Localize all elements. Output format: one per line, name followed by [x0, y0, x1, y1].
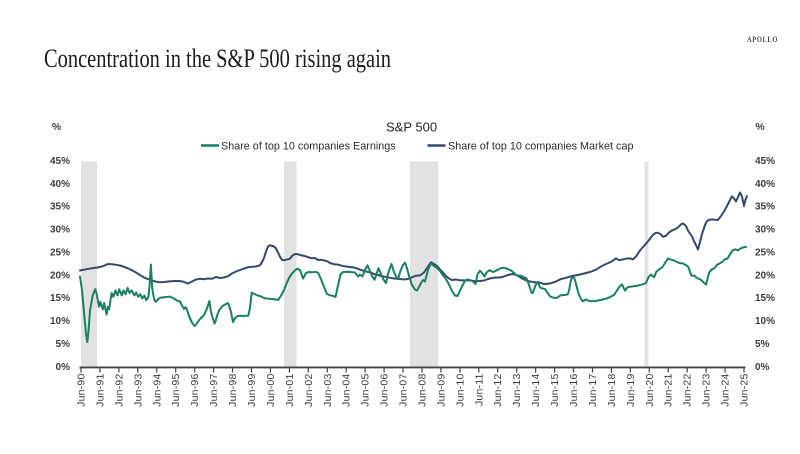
svg-text:Jun-95: Jun-95	[170, 374, 182, 407]
svg-text:Jun-90: Jun-90	[76, 374, 88, 407]
svg-text:Jun-01: Jun-01	[284, 374, 296, 407]
svg-text:Jun-18: Jun-18	[606, 374, 618, 407]
svg-text:Jun-96: Jun-96	[189, 374, 201, 407]
svg-text:Jun-22: Jun-22	[682, 374, 694, 407]
svg-text:0%: 0%	[56, 362, 71, 373]
svg-text:Jun-97: Jun-97	[208, 374, 220, 407]
svg-text:Jun-13: Jun-13	[511, 374, 523, 407]
svg-text:Concentration in the S&P 500 r: Concentration in the S&P 500 rising agai…	[44, 44, 391, 73]
svg-text:Jun-20: Jun-20	[644, 374, 656, 407]
svg-text:Jun-08: Jun-08	[417, 374, 429, 407]
svg-text:APOLLO: APOLLO	[747, 34, 778, 44]
svg-text:35%: 35%	[755, 202, 775, 213]
svg-text:Jun-12: Jun-12	[492, 374, 504, 407]
svg-text:%: %	[755, 121, 765, 133]
svg-text:25%: 25%	[755, 248, 775, 259]
svg-text:Jun-92: Jun-92	[113, 374, 125, 407]
svg-text:Share of top 10 companies Mark: Share of top 10 companies Market cap	[448, 140, 633, 152]
svg-text:Jun-10: Jun-10	[454, 374, 466, 407]
svg-text:45%: 45%	[755, 156, 775, 167]
svg-text:10%: 10%	[50, 316, 70, 327]
svg-text:Share of top 10 companies Earn: Share of top 10 companies Earnings	[221, 140, 396, 152]
svg-text:30%: 30%	[755, 225, 775, 236]
svg-text:Jun-06: Jun-06	[379, 374, 391, 407]
svg-text:Jun-09: Jun-09	[435, 374, 447, 407]
svg-text:20%: 20%	[755, 270, 775, 281]
svg-text:30%: 30%	[50, 225, 70, 236]
svg-text:Jun-05: Jun-05	[360, 374, 372, 407]
svg-text:Jun-02: Jun-02	[303, 374, 315, 407]
svg-text:Jun-16: Jun-16	[568, 374, 580, 407]
svg-text:20%: 20%	[50, 270, 70, 281]
svg-text:5%: 5%	[755, 339, 770, 350]
svg-text:Jun-14: Jun-14	[530, 374, 542, 407]
svg-text:Jun-25: Jun-25	[739, 374, 751, 407]
svg-text:Jun-15: Jun-15	[549, 374, 561, 407]
svg-text:15%: 15%	[50, 293, 70, 304]
svg-text:%: %	[52, 121, 62, 133]
svg-text:Jun-03: Jun-03	[322, 374, 334, 407]
svg-text:Jun-93: Jun-93	[132, 374, 144, 407]
svg-text:S&P 500: S&P 500	[386, 120, 437, 135]
svg-text:35%: 35%	[50, 202, 70, 213]
svg-text:40%: 40%	[755, 179, 775, 190]
svg-text:Jun-00: Jun-00	[265, 374, 277, 407]
svg-text:Jun-24: Jun-24	[720, 374, 732, 407]
svg-text:Jun-07: Jun-07	[398, 374, 410, 407]
svg-text:Jun-19: Jun-19	[625, 374, 637, 407]
svg-text:25%: 25%	[50, 248, 70, 259]
svg-text:Jun-23: Jun-23	[701, 374, 713, 407]
svg-text:45%: 45%	[50, 156, 70, 167]
svg-text:15%: 15%	[755, 293, 775, 304]
svg-text:Jun-98: Jun-98	[227, 374, 239, 407]
svg-text:Jun-91: Jun-91	[94, 374, 106, 407]
svg-text:5%: 5%	[56, 339, 71, 350]
svg-text:40%: 40%	[50, 179, 70, 190]
svg-text:Jun-21: Jun-21	[663, 374, 675, 407]
svg-text:0%: 0%	[755, 362, 770, 373]
svg-text:Jun-04: Jun-04	[341, 374, 353, 407]
svg-text:Jun-17: Jun-17	[587, 374, 599, 407]
svg-text:Jun-99: Jun-99	[246, 374, 258, 407]
svg-text:Jun-11: Jun-11	[473, 374, 485, 407]
svg-text:Jun-94: Jun-94	[151, 374, 163, 407]
svg-text:10%: 10%	[755, 316, 775, 327]
